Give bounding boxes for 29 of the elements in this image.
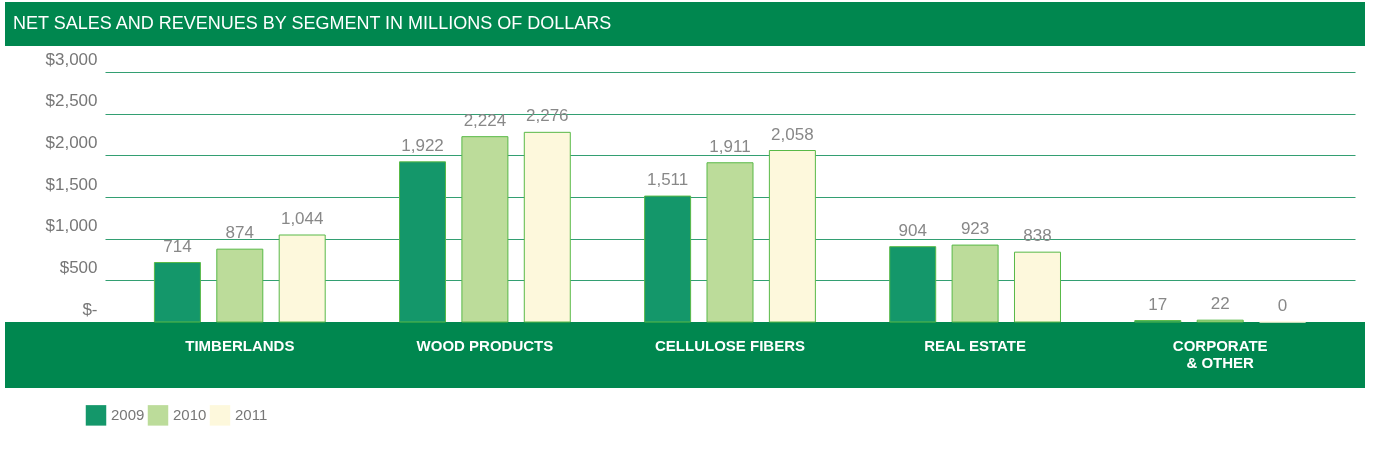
data-label: 1,044	[280, 209, 324, 228]
x-tick-label: TIMBERLANDS	[185, 336, 295, 354]
y-tick-label: $500	[59, 257, 98, 277]
data-label: 2,058	[771, 124, 814, 144]
legend-label: 2010	[173, 406, 207, 424]
data-label: 1,911	[709, 136, 751, 156]
chart-title: NET SALES AND REVENUES BY SEGMENT IN MILLIONS OF DOLLARS	[13, 13, 612, 33]
y-tick-label: $1,000	[45, 216, 98, 236]
data-label: 714	[163, 236, 192, 256]
x-tick-label: CELLULOSE FIBERS	[654, 336, 806, 354]
data-label: 0	[1277, 296, 1288, 315]
y-tick-label: $-	[82, 299, 98, 319]
legend-label: 2009	[111, 406, 145, 424]
data-label: 1,922	[401, 135, 444, 155]
x-tick-label: REAL ESTATE	[924, 336, 1026, 354]
x-tick-label: WOOD PRODUCTS	[416, 336, 554, 354]
y-tick-label: $1,500	[45, 174, 98, 194]
data-label: 17	[1148, 294, 1168, 314]
y-tick-label: $2,500	[45, 91, 98, 111]
data-label: 2,224	[463, 110, 507, 130]
data-label: 923	[960, 219, 990, 239]
data-label: 874	[225, 223, 254, 243]
data-label: 904	[898, 220, 927, 240]
data-label: 1,511	[646, 170, 689, 190]
x-tick-label: CORPORATE & OTHER	[1172, 336, 1268, 371]
y-tick-label: $3,000	[45, 49, 98, 69]
y-tick-label: $2,000	[45, 132, 98, 152]
legend-label: 2011	[235, 406, 268, 424]
data-label: 22	[1210, 294, 1230, 314]
